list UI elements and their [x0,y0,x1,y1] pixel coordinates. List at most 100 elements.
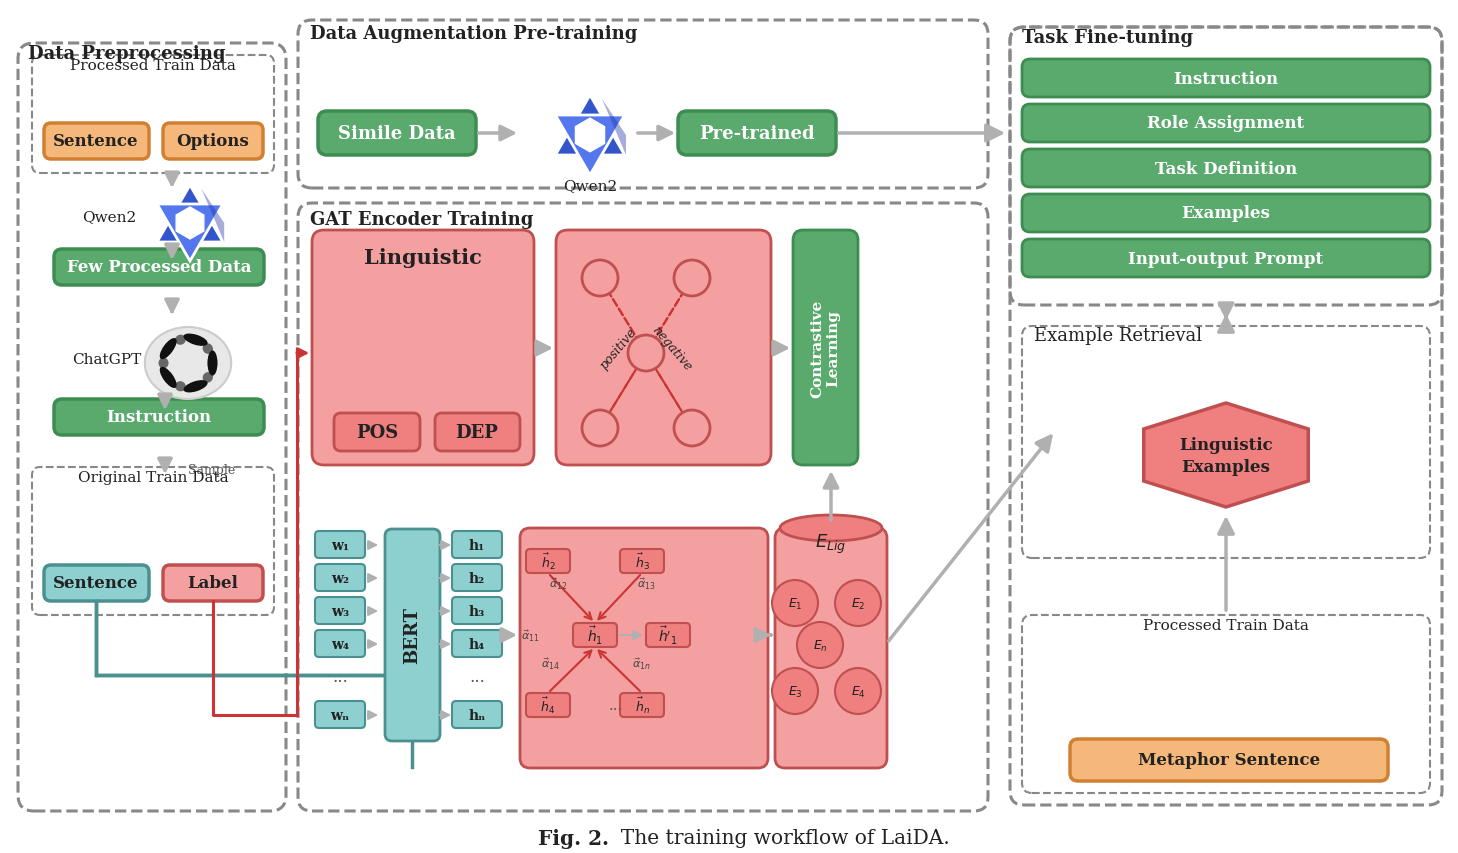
Text: $\vec{h}'_1$: $\vec{h}'_1$ [659,624,678,647]
Circle shape [835,580,881,626]
Ellipse shape [159,358,169,369]
FancyBboxPatch shape [1022,60,1430,98]
Text: $\vec{\alpha}_{11}$: $\vec{\alpha}_{11}$ [521,628,539,643]
Ellipse shape [144,328,232,399]
FancyBboxPatch shape [646,624,690,647]
FancyBboxPatch shape [526,693,570,717]
Text: w₁: w₁ [331,538,348,553]
Text: $E_3$: $E_3$ [787,683,802,699]
Text: h₂: h₂ [469,572,486,585]
Text: $E_{Lig}$: $E_{Lig}$ [815,531,847,555]
Circle shape [628,335,663,372]
Circle shape [175,351,201,376]
Text: $\vec{\alpha}_{13}$: $\vec{\alpha}_{13}$ [637,576,655,591]
FancyBboxPatch shape [315,701,364,728]
Polygon shape [555,116,624,176]
Text: Simile Data: Simile Data [338,125,456,142]
FancyBboxPatch shape [315,531,364,559]
Text: Task Fine-tuning: Task Fine-tuning [1022,29,1193,47]
Text: Linguistic: Linguistic [1180,437,1273,454]
FancyBboxPatch shape [1070,740,1388,781]
FancyBboxPatch shape [54,250,264,286]
FancyBboxPatch shape [452,565,502,591]
Text: Sample: Sample [188,464,235,477]
Text: $\vec{h}_3$: $\vec{h}_3$ [634,551,649,572]
Text: Fig. 2.: Fig. 2. [538,828,609,848]
Polygon shape [157,186,223,243]
Text: w₂: w₂ [331,572,348,585]
Text: w₄: w₄ [331,637,348,651]
FancyBboxPatch shape [163,124,262,160]
FancyBboxPatch shape [318,112,475,156]
Text: h₁: h₁ [469,538,486,553]
Text: Instruction: Instruction [106,409,211,426]
FancyBboxPatch shape [44,124,149,160]
FancyBboxPatch shape [776,528,886,768]
Polygon shape [576,119,605,153]
Text: Label: Label [188,575,239,592]
Polygon shape [176,208,204,240]
Text: Processed Train Data: Processed Train Data [70,59,236,73]
Circle shape [835,668,881,714]
Circle shape [582,261,618,297]
Text: Contrastive
Learning: Contrastive Learning [809,299,840,397]
Ellipse shape [175,335,185,345]
Text: Input-output Prompt: Input-output Prompt [1128,250,1324,267]
FancyBboxPatch shape [315,630,364,657]
Text: w₃: w₃ [331,604,348,618]
Text: ...: ... [332,669,348,686]
FancyBboxPatch shape [1022,150,1430,188]
Text: Sentence: Sentence [54,575,139,592]
Text: Pre-trained: Pre-trained [700,125,815,142]
Text: $\vec{\alpha}_{14}$: $\vec{\alpha}_{14}$ [541,655,560,671]
FancyBboxPatch shape [1022,105,1430,142]
Text: ChatGPT: ChatGPT [71,352,141,367]
Polygon shape [555,96,624,156]
FancyBboxPatch shape [573,624,617,647]
FancyBboxPatch shape [526,549,570,573]
Text: Few Processed Data: Few Processed Data [67,259,251,276]
Polygon shape [1143,403,1308,508]
Text: Task Definition: Task Definition [1155,160,1298,177]
FancyBboxPatch shape [44,566,149,601]
FancyBboxPatch shape [678,112,835,156]
Polygon shape [602,100,625,156]
FancyBboxPatch shape [385,530,440,741]
Text: h₄: h₄ [469,637,486,651]
Text: Metaphor Sentence: Metaphor Sentence [1137,751,1319,769]
Text: Qwen2: Qwen2 [82,210,136,223]
Circle shape [798,623,843,668]
Text: $\vec{h}_n$: $\vec{h}_n$ [634,695,649,716]
Circle shape [771,668,818,714]
Text: $E_1$: $E_1$ [787,595,802,611]
FancyBboxPatch shape [452,630,502,657]
Text: $\vec{h}_1$: $\vec{h}_1$ [588,624,604,647]
Text: Instruction: Instruction [1174,71,1279,87]
Text: Linguistic: Linguistic [364,247,483,268]
Text: POS: POS [356,423,398,442]
Text: wₙ: wₙ [331,708,350,722]
FancyBboxPatch shape [452,531,502,559]
FancyBboxPatch shape [54,399,264,436]
FancyBboxPatch shape [620,549,663,573]
Text: Options: Options [176,133,249,150]
Text: Examples: Examples [1181,459,1270,476]
Ellipse shape [203,344,213,355]
Text: Data Augmentation Pre-training: Data Augmentation Pre-training [311,25,637,43]
Polygon shape [201,189,225,243]
Polygon shape [157,205,223,262]
FancyBboxPatch shape [521,528,768,768]
Text: Qwen2: Qwen2 [563,179,617,193]
Ellipse shape [207,351,217,376]
Text: Example Retrieval: Example Retrieval [1034,327,1203,345]
Text: BERT: BERT [402,606,421,664]
Text: The training workflow of LaiDA.: The training workflow of LaiDA. [608,828,949,848]
Text: ...: ... [469,669,486,686]
Text: negative: negative [650,323,694,374]
Text: hₙ: hₙ [468,708,486,722]
Ellipse shape [184,334,207,346]
FancyBboxPatch shape [452,597,502,624]
FancyBboxPatch shape [793,230,857,466]
Text: $E_4$: $E_4$ [850,683,866,699]
Text: Data Preprocessing: Data Preprocessing [28,45,226,63]
